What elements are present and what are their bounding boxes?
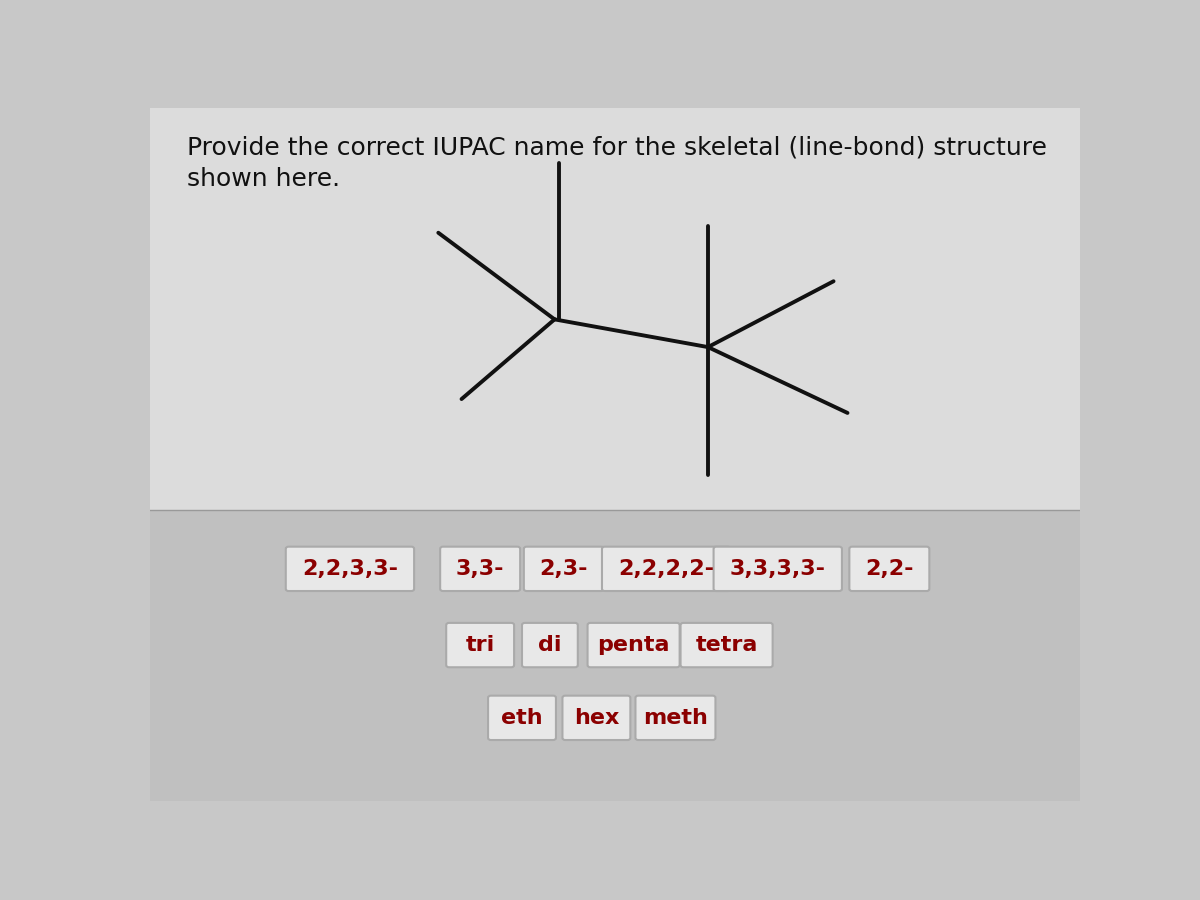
Text: 2,2,2,2-: 2,2,2,2- xyxy=(618,559,714,579)
Text: hex: hex xyxy=(574,707,619,728)
FancyBboxPatch shape xyxy=(714,546,842,591)
Text: 2,3-: 2,3- xyxy=(540,559,588,579)
FancyBboxPatch shape xyxy=(446,623,514,667)
Text: di: di xyxy=(538,635,562,655)
Text: meth: meth xyxy=(643,707,708,728)
FancyBboxPatch shape xyxy=(524,546,604,591)
Text: 2,2-: 2,2- xyxy=(865,559,913,579)
FancyBboxPatch shape xyxy=(588,623,679,667)
Text: 3,3-: 3,3- xyxy=(456,559,504,579)
Text: tri: tri xyxy=(466,635,494,655)
FancyBboxPatch shape xyxy=(563,696,630,740)
FancyBboxPatch shape xyxy=(522,623,578,667)
FancyBboxPatch shape xyxy=(286,546,414,591)
FancyBboxPatch shape xyxy=(150,108,1080,510)
Text: 3,3,3,3-: 3,3,3,3- xyxy=(730,559,826,579)
Text: 2,2,3,3-: 2,2,3,3- xyxy=(302,559,398,579)
FancyBboxPatch shape xyxy=(636,696,715,740)
FancyBboxPatch shape xyxy=(602,546,731,591)
FancyBboxPatch shape xyxy=(150,510,1080,801)
Text: shown here.: shown here. xyxy=(187,166,341,191)
Text: Provide the correct IUPAC name for the skeletal (line-bond) structure: Provide the correct IUPAC name for the s… xyxy=(187,136,1048,159)
FancyBboxPatch shape xyxy=(488,696,556,740)
Text: tetra: tetra xyxy=(696,635,757,655)
Text: penta: penta xyxy=(598,635,670,655)
FancyBboxPatch shape xyxy=(440,546,520,591)
Text: eth: eth xyxy=(502,707,542,728)
FancyBboxPatch shape xyxy=(850,546,929,591)
FancyBboxPatch shape xyxy=(680,623,773,667)
